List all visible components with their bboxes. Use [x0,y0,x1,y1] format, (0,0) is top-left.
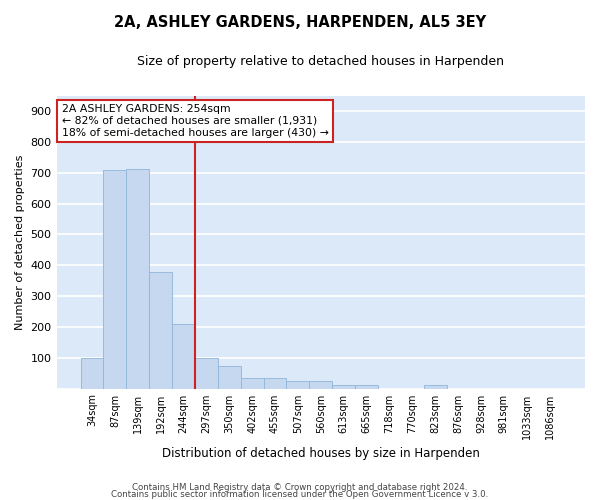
Bar [149,272,172,388]
Text: 2A, ASHLEY GARDENS, HARPENDEN, AL5 3EY: 2A, ASHLEY GARDENS, HARPENDEN, AL5 3EY [114,15,486,30]
Y-axis label: Number of detached properties: Number of detached properties [15,154,25,330]
Bar [286,381,310,388]
Bar [195,358,218,388]
Text: Contains HM Land Registry data © Crown copyright and database right 2024.: Contains HM Land Registry data © Crown c… [132,484,468,492]
Bar [310,381,332,388]
Bar [103,170,127,388]
Text: Contains public sector information licensed under the Open Government Licence v : Contains public sector information licen… [112,490,488,499]
Bar [218,366,241,388]
Title: Size of property relative to detached houses in Harpenden: Size of property relative to detached ho… [137,55,504,68]
Bar [424,386,446,388]
X-axis label: Distribution of detached houses by size in Harpenden: Distribution of detached houses by size … [162,447,480,460]
Text: 2A ASHLEY GARDENS: 254sqm
← 82% of detached houses are smaller (1,931)
18% of se: 2A ASHLEY GARDENS: 254sqm ← 82% of detac… [62,104,329,138]
Bar [263,378,286,388]
Bar [80,358,103,388]
Bar [172,324,195,388]
Bar [332,385,355,388]
Bar [355,385,378,388]
Bar [127,169,149,388]
Bar [241,378,263,388]
